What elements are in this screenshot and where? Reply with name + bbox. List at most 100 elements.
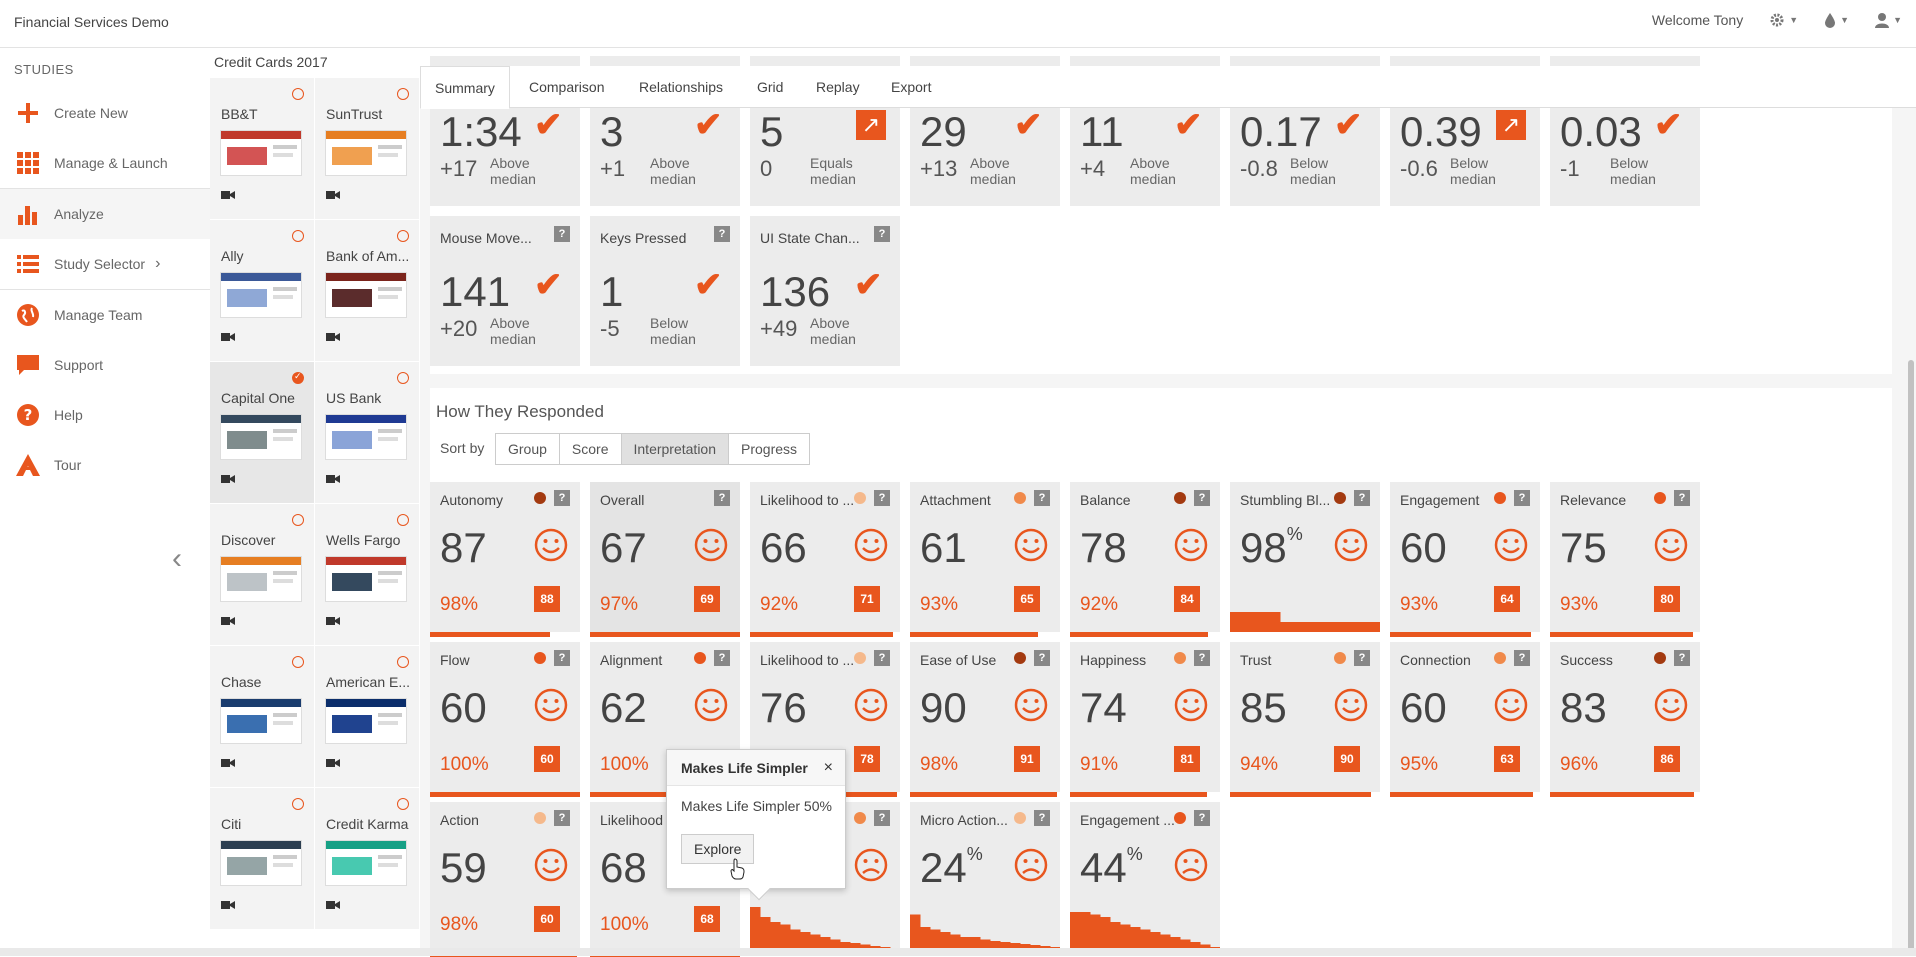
study-radio[interactable]	[397, 372, 409, 384]
scrollbar[interactable]	[1908, 360, 1914, 956]
video-camera-icon[interactable]	[221, 900, 235, 910]
video-camera-icon[interactable]	[326, 758, 340, 768]
response-card[interactable]: Micro Action...? 24%	[910, 802, 1060, 952]
video-camera-icon[interactable]	[326, 474, 340, 484]
help-icon[interactable]: ?	[554, 810, 570, 826]
theme-menu[interactable]: ▼	[1824, 12, 1849, 28]
video-camera-icon[interactable]	[326, 900, 340, 910]
response-card[interactable]: Relevance? 75 93% 80	[1550, 482, 1700, 637]
response-card[interactable]: Action? 59 98% 60	[430, 802, 580, 957]
study-tile[interactable]: BB&T	[210, 78, 315, 220]
help-icon[interactable]: ?	[874, 810, 890, 826]
nav-manage-team[interactable]: Manage Team	[0, 290, 210, 340]
response-card[interactable]: Likelihood to ...? 66 92% 71	[750, 482, 900, 637]
study-tile[interactable]: American E...	[315, 646, 420, 788]
study-radio[interactable]	[292, 798, 304, 810]
metric-card[interactable]: Keys Pressed? 1 ✔ -5 Below median	[590, 216, 740, 366]
study-tile[interactable]: US Bank	[315, 362, 420, 504]
tab-replay[interactable]: Replay	[816, 79, 860, 95]
study-radio[interactable]	[292, 371, 304, 384]
help-icon[interactable]: ?	[1194, 650, 1210, 666]
collapse-arrow-icon[interactable]: ‹	[172, 542, 182, 575]
video-camera-icon[interactable]	[326, 190, 340, 200]
help-icon[interactable]: ?	[714, 490, 730, 506]
close-icon[interactable]: ×	[823, 759, 833, 776]
help-icon[interactable]: ?	[1194, 490, 1210, 506]
response-card[interactable]: Stumbling Bl...? 98%	[1230, 482, 1380, 632]
video-camera-icon[interactable]	[326, 616, 340, 626]
tab-summary[interactable]: Summary	[420, 66, 510, 109]
study-radio[interactable]	[292, 230, 304, 242]
study-radio[interactable]	[397, 230, 409, 242]
help-icon[interactable]: ?	[1674, 490, 1690, 506]
external-link-icon[interactable]: ↗	[1496, 110, 1526, 140]
help-icon[interactable]: ?	[874, 650, 890, 666]
metric-card[interactable]: UI State Chan...? 136 ✔ +49 Above median	[750, 216, 900, 366]
response-card[interactable]: Engagement ...? 44%	[1070, 802, 1220, 952]
metric-card[interactable]: Mouse Move...? 141 ✔ +20 Above median	[430, 216, 580, 366]
nav-manage-launch[interactable]: Manage & Launch	[0, 138, 210, 188]
study-tile[interactable]: Credit Karma	[315, 788, 420, 930]
explore-button[interactable]: Explore	[681, 834, 755, 864]
study-tile[interactable]: Ally	[210, 220, 315, 362]
video-camera-icon[interactable]	[221, 190, 235, 200]
study-radio[interactable]	[292, 514, 304, 526]
study-tile[interactable]: Bank of Am...	[315, 220, 420, 362]
nav-analyze[interactable]: Analyze	[0, 189, 210, 239]
video-camera-icon[interactable]	[326, 332, 340, 342]
help-icon[interactable]: ?	[1034, 490, 1050, 506]
video-camera-icon[interactable]	[221, 758, 235, 768]
response-card[interactable]: Overall? 67 97% 69	[590, 482, 740, 637]
tab-comparison[interactable]: Comparison	[529, 79, 605, 95]
help-icon[interactable]: ?	[554, 650, 570, 666]
sort-interpretation-button[interactable]: Interpretation	[620, 433, 729, 465]
help-icon[interactable]: ?	[1034, 810, 1050, 826]
response-card[interactable]: Trust? 85 94% 90	[1230, 642, 1380, 797]
response-card[interactable]: Engagement? 60 93% 64	[1390, 482, 1540, 637]
study-tile[interactable]: SunTrust	[315, 78, 420, 220]
settings-menu[interactable]: ▼	[1769, 12, 1798, 28]
nav-create-new[interactable]: Create New	[0, 88, 210, 138]
help-icon[interactable]: ?	[874, 490, 890, 506]
sort-group-button[interactable]: Group	[495, 433, 560, 465]
response-card[interactable]: Success? 83 96% 86	[1550, 642, 1700, 797]
response-card[interactable]: Balance? 78 92% 84	[1070, 482, 1220, 637]
sort-progress-button[interactable]: Progress	[728, 433, 811, 465]
help-icon[interactable]: ?	[714, 650, 730, 666]
help-icon[interactable]: ?	[1354, 650, 1370, 666]
help-icon[interactable]: ?	[1514, 650, 1530, 666]
help-icon[interactable]: ?	[554, 226, 570, 242]
study-tile[interactable]: Discover	[210, 504, 315, 646]
help-icon[interactable]: ?	[874, 226, 890, 242]
study-tile[interactable]: Wells Fargo	[315, 504, 420, 646]
tab-relationships[interactable]: Relationships	[639, 79, 724, 95]
response-card[interactable]: Flow? 60 100% 60	[430, 642, 580, 797]
response-card[interactable]: Likelihood to ...? 76 78	[750, 642, 900, 797]
study-radio[interactable]	[397, 798, 409, 810]
external-link-icon[interactable]: ↗	[856, 110, 886, 140]
help-icon[interactable]: ?	[714, 226, 730, 242]
response-card[interactable]: Ease of Use? 90 98% 91	[910, 642, 1060, 797]
study-tile[interactable]: Chase	[210, 646, 315, 788]
tab-grid[interactable]: Grid	[757, 79, 784, 95]
study-radio[interactable]	[292, 656, 304, 668]
user-menu[interactable]: ▼	[1875, 12, 1902, 28]
help-icon[interactable]: ?	[1514, 490, 1530, 506]
help-icon[interactable]: ?	[1354, 490, 1370, 506]
tab-export[interactable]: Export	[891, 79, 932, 95]
nav-study-selector[interactable]: Study Selector ›	[0, 239, 210, 289]
nav-tour[interactable]: Tour	[0, 440, 210, 490]
help-icon[interactable]: ?	[1674, 650, 1690, 666]
nav-support[interactable]: Support	[0, 340, 210, 390]
study-radio[interactable]	[292, 88, 304, 100]
study-radio[interactable]	[397, 514, 409, 526]
sort-score-button[interactable]: Score	[558, 433, 622, 465]
video-camera-icon[interactable]	[221, 616, 235, 626]
response-card[interactable]: Happiness? 74 91% 81	[1070, 642, 1220, 797]
help-icon[interactable]: ?	[1194, 810, 1210, 826]
help-icon[interactable]: ?	[554, 490, 570, 506]
video-camera-icon[interactable]	[221, 332, 235, 342]
study-tile[interactable]: Citi	[210, 788, 315, 930]
response-card[interactable]: Attachment? 61 93% 65	[910, 482, 1060, 637]
study-radio[interactable]	[397, 88, 409, 100]
